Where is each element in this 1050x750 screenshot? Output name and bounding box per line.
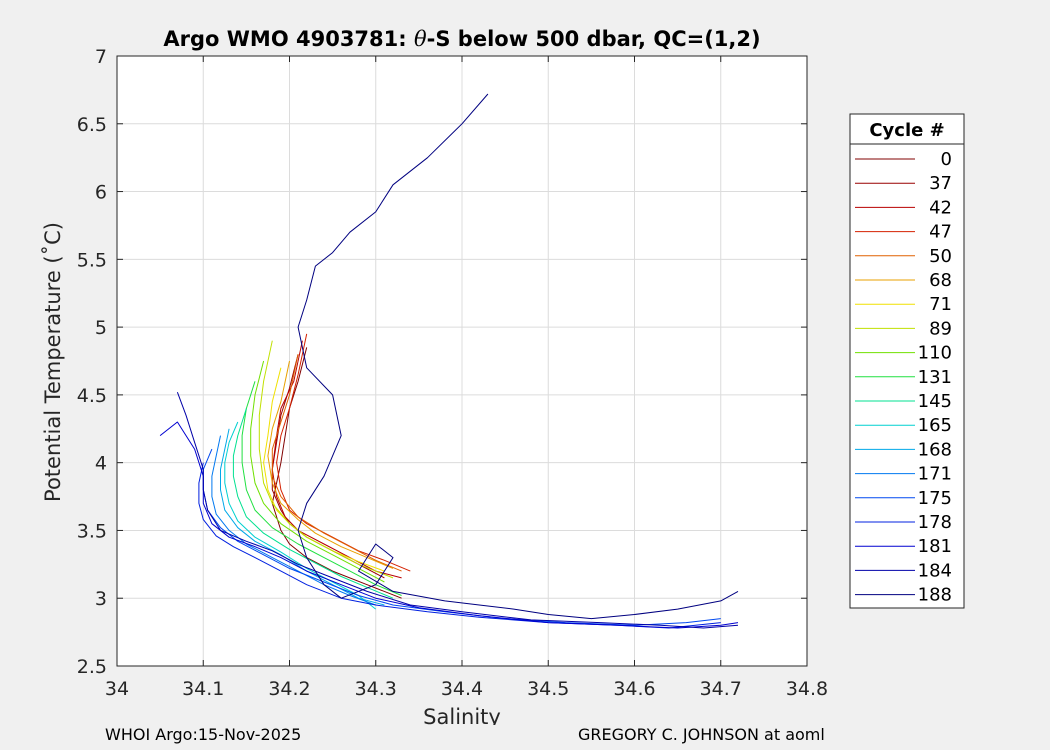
legend-items: 0 37 42 47 50 68 71 89 110 131 145 165 168 171 175 178 1… <box>855 149 952 606</box>
x-axis-label: Salinity <box>423 705 501 725</box>
y-tick-label: 5.5 <box>77 249 107 271</box>
legend-label-cycle-89: 89 <box>929 318 952 339</box>
legend-label-cycle-37: 37 <box>929 173 952 194</box>
footer-right-credit: GREGORY C. JOHNSON at aoml <box>578 725 825 744</box>
y-tick-label: 6 <box>95 182 107 204</box>
series-line-cycle-89 <box>258 340 394 579</box>
y-tick-label: 3.5 <box>77 520 107 542</box>
x-tick-label: 34 <box>105 678 129 700</box>
x-tick-label: 34.7 <box>700 678 742 700</box>
series-line-cycle-50 <box>271 354 402 572</box>
x-tick-label: 34.6 <box>613 678 655 700</box>
series-line-cycle-71 <box>263 367 385 572</box>
x-tick-label: 34.1 <box>182 678 224 700</box>
x-tick-label: 34.2 <box>268 678 310 700</box>
series-line-cycle-110 <box>250 360 385 583</box>
y-tick-label: 2.5 <box>77 656 107 678</box>
legend-label-cycle-0: 0 <box>941 149 952 170</box>
series-line-cycle-47 <box>276 333 411 572</box>
x-axis-ticks: 34 34.1 34.2 34.3 34.4 34.5 34.6 34.7 34.8 <box>105 56 828 700</box>
x-tick-label: 34.8 <box>786 678 828 700</box>
footer-left-credit: WHOI Argo:15-Nov-2025 <box>105 725 302 744</box>
y-tick-label: 6.5 <box>77 114 107 136</box>
y-tick-label: 4.5 <box>77 385 107 407</box>
legend-label-cycle-71: 71 <box>929 294 952 315</box>
legend-label-cycle-145: 145 <box>918 391 952 412</box>
chart-title: Argo WMO 4903781: θ-S below 500 dbar, QC… <box>163 27 760 51</box>
series-line-cycle-131 <box>241 381 402 596</box>
legend-title: Cycle # <box>869 120 944 141</box>
legend-label-cycle-178: 178 <box>918 512 952 533</box>
y-tick-label: 3 <box>95 588 107 610</box>
series-line-cycle-165 <box>224 421 377 610</box>
legend-label-cycle-68: 68 <box>929 270 952 291</box>
legend-label-cycle-168: 168 <box>918 439 952 460</box>
series-line-cycle-184 <box>176 392 739 629</box>
legend-box <box>849 113 965 609</box>
x-tick-label: 34.3 <box>355 678 397 700</box>
legend-label-cycle-171: 171 <box>918 464 952 485</box>
legend-label-cycle-50: 50 <box>929 246 952 267</box>
legend-label-cycle-42: 42 <box>929 197 952 218</box>
legend: Cycle # 0 37 42 47 50 68 71 89 110 131 145 165 168 17… <box>849 113 965 609</box>
x-tick-label: 34.5 <box>527 678 569 700</box>
y-axis-ticks: 2.5 3 3.5 4 4.5 5 5.5 6 6.5 7 <box>77 46 807 678</box>
y-axis-label: Potential Temperature (˚C) <box>41 222 65 502</box>
legend-label-cycle-110: 110 <box>918 343 952 364</box>
series-lines <box>159 93 739 629</box>
y-tick-label: 7 <box>95 46 107 68</box>
series-line-cycle-188 <box>297 93 739 620</box>
legend-label-cycle-181: 181 <box>918 536 952 557</box>
series-line-cycle-68 <box>267 360 394 569</box>
legend-label-cycle-47: 47 <box>929 222 952 243</box>
legend-label-cycle-188: 188 <box>918 585 952 606</box>
legend-label-cycle-184: 184 <box>918 560 952 581</box>
legend-label-cycle-165: 165 <box>918 415 952 436</box>
y-tick-label: 4 <box>95 453 107 475</box>
theta-s-chart: 34 34.1 34.2 34.3 34.4 34.5 34.6 34.7 34.8 2.533… <box>41 27 965 725</box>
y-tick-label: 5 <box>95 317 107 339</box>
series-line-cycle-0 <box>271 347 402 599</box>
x-tick-label: 34.4 <box>441 678 483 700</box>
series-line-cycle-145 <box>232 408 394 599</box>
legend-label-cycle-175: 175 <box>918 488 952 509</box>
legend-label-cycle-131: 131 <box>918 367 952 388</box>
